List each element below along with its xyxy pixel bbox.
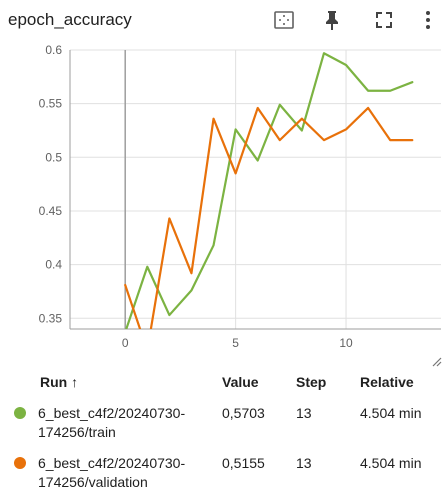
- y-tick-label: 0.6: [45, 43, 62, 57]
- x-tick-label: 0: [122, 336, 129, 350]
- fullscreen-icon: [376, 12, 392, 28]
- header-relative[interactable]: Relative: [360, 374, 414, 390]
- fullscreen-button[interactable]: [370, 6, 398, 34]
- chart-title: epoch_accuracy: [8, 10, 132, 29]
- more-options-button[interactable]: [414, 6, 442, 34]
- line-chart[interactable]: 0.35 0.4 0.45 0.5 0.55 0.6 0 5 10: [0, 40, 444, 370]
- run-name: 6_best_c4f2/20240730- 174256/train: [38, 405, 186, 440]
- resize-handle-stroke: [432, 357, 442, 367]
- series-line-validation: [124, 106, 414, 329]
- resize-handle-icon: [432, 357, 442, 367]
- run-value: 0,5703: [222, 405, 265, 421]
- pin-button[interactable]: [318, 6, 346, 34]
- y-tick-label: 0.5: [45, 150, 62, 164]
- fit-domain-button[interactable]: [270, 6, 298, 34]
- run-step: 13: [296, 455, 312, 471]
- series-color-dot: [14, 457, 26, 469]
- more-vert-icon: [426, 11, 430, 29]
- run-step: 13: [296, 405, 312, 421]
- x-tick-label: 10: [339, 336, 353, 350]
- y-tick-label: 0.4: [45, 258, 62, 272]
- run-relative: 4.504 min: [360, 455, 422, 471]
- series-line-train: [125, 52, 414, 329]
- table-row[interactable]: 6_best_c4f2/20240730- 174256/validation …: [0, 452, 444, 496]
- run-value: 0,5155: [222, 455, 265, 471]
- pin-icon: [326, 11, 338, 30]
- y-tick-label: 0.55: [39, 97, 63, 111]
- x-tick-label: 5: [232, 336, 239, 350]
- resize-handle-stroke: [436, 361, 442, 367]
- header-run[interactable]: Run ↑: [40, 374, 79, 390]
- run-name: 6_best_c4f2/20240730- 174256/validation: [38, 455, 186, 490]
- y-tick-label: 0.45: [39, 204, 63, 218]
- run-relative: 4.504 min: [360, 405, 422, 421]
- header-step[interactable]: Step: [296, 374, 327, 390]
- table-row[interactable]: 6_best_c4f2/20240730- 174256/train 0,570…: [0, 402, 444, 446]
- fit-domain-icon: [274, 11, 294, 29]
- header-value[interactable]: Value: [222, 374, 259, 390]
- y-tick-label: 0.35: [39, 311, 63, 325]
- series-color-dot: [14, 407, 26, 419]
